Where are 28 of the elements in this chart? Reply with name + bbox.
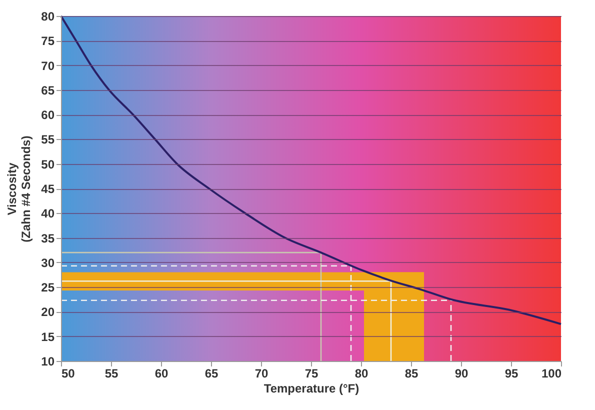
x-tick-label: 80 xyxy=(354,366,368,380)
y-tick-label: 15 xyxy=(41,330,55,344)
y-tick-label: 70 xyxy=(41,58,55,73)
x-tick-label: 85 xyxy=(404,366,418,380)
y-tick-label: 80 xyxy=(41,10,55,24)
y-tick-label: 75 xyxy=(41,34,55,48)
y-tick-label: 25 xyxy=(41,280,55,295)
y-tick-label: 60 xyxy=(41,108,55,122)
y-tick-label: 30 xyxy=(41,256,55,270)
x-tick-label: 75 xyxy=(304,366,318,380)
x-tick-label: 55 xyxy=(104,366,118,380)
x-axis-title: Temperature (°F) xyxy=(264,382,360,396)
x-tick-label: 90 xyxy=(454,366,468,380)
x-tick-label: 100 xyxy=(541,366,562,380)
x-tick-label: 65 xyxy=(204,366,218,380)
y-tick-label: 50 xyxy=(41,157,55,172)
y-tick-label: 65 xyxy=(41,83,55,98)
y-tick-label: 45 xyxy=(41,182,55,196)
y-tick-label: 20 xyxy=(41,305,55,320)
y-tick-label: 10 xyxy=(41,354,55,368)
x-tick-label: 95 xyxy=(504,366,518,380)
x-tick-label: 50 xyxy=(62,366,76,380)
y-tick-label: 40 xyxy=(41,206,55,221)
x-tick-label: 60 xyxy=(154,366,168,380)
x-tick-label: 70 xyxy=(254,366,268,380)
y-axis-title: Viscosity (Zahn #4 Seconds) xyxy=(5,136,34,242)
y-tick-label: 35 xyxy=(41,231,55,246)
y-tick-label: 55 xyxy=(41,132,55,147)
